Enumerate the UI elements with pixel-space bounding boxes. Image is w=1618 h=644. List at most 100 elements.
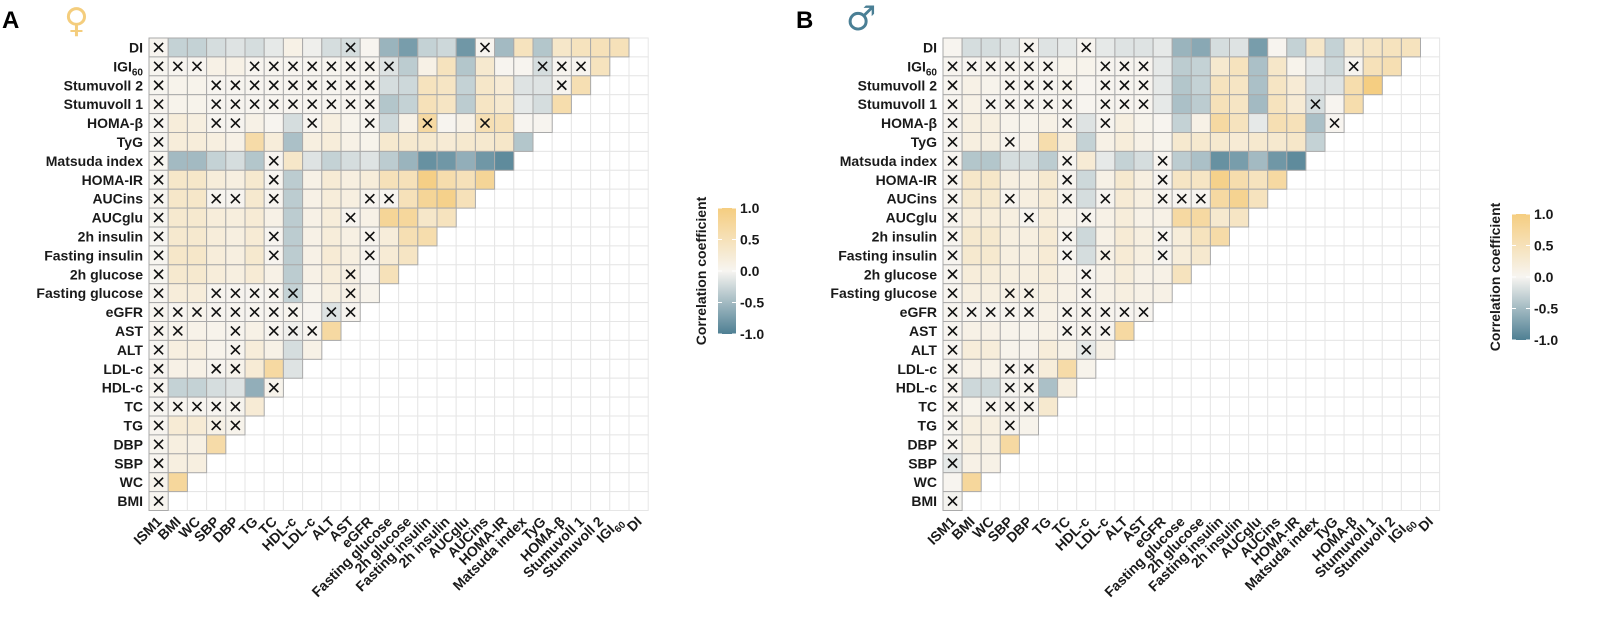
heatmap-cell-igi60-aucglu: [455, 56, 476, 77]
grid-cell: [1076, 453, 1097, 474]
heatmap-cell-tyg-hdl-c: [1076, 132, 1097, 152]
heatmap-cell-ast-dbp: [1018, 321, 1040, 341]
heatmap-cell-igi60-2h-glucose: [398, 56, 419, 77]
heatmap-cell-ast-wc: [980, 321, 1001, 341]
nonsignificant-cross-icon: [985, 306, 996, 318]
grid-cell: [532, 339, 553, 360]
heatmap-cell-homa-ir-dbp: [225, 169, 246, 190]
heatmap-cell-di-sbp: [206, 37, 227, 58]
grid-cell: [590, 226, 611, 247]
grid-cell: [417, 453, 438, 474]
heatmap-cell-2h-insulin-alt: [1114, 226, 1135, 247]
grid-cell: [1381, 113, 1402, 133]
grid-cell: [494, 434, 515, 455]
grid-cell: [513, 207, 534, 228]
heatmap-cell-igi60-stumuvoll-2: [1381, 56, 1402, 77]
nonsignificant-cross-icon: [153, 269, 164, 280]
heatmap-cell-igi60-aucins: [1267, 56, 1288, 77]
nonsignificant-cross-icon: [1062, 80, 1073, 91]
grid-cell: [417, 434, 438, 455]
heatmap-cell-tyg-2h-insulin: [1229, 132, 1250, 152]
heatmap-cell-stumuvoll-1-homa: [1343, 94, 1364, 115]
heatmap-cell-homa-ir-alt: [321, 169, 342, 190]
grid-cell: [321, 339, 342, 360]
grid-cell: [1400, 339, 1422, 360]
grid-cell: [1152, 302, 1173, 323]
grid-cell: [1248, 264, 1269, 285]
grid-cell: [1267, 321, 1288, 341]
nonsignificant-cross-icon: [1138, 99, 1149, 110]
grid-cell: [1229, 339, 1250, 360]
grid-cell: [513, 491, 534, 512]
grid-cell: [513, 453, 534, 474]
grid-cell: [1171, 339, 1192, 360]
grid-cell: [1324, 358, 1345, 379]
grid-cell: [570, 94, 592, 115]
nonsignificant-cross-icon: [556, 61, 567, 72]
row-label-stumuvoll-2: Stumuvoll 2: [64, 77, 144, 93]
heatmap-cell-stumuvoll-2-matsuda-index: [513, 75, 534, 96]
heatmap-cell-alt-ldl-c: [1095, 339, 1116, 360]
heatmap-cell-stumuvoll-2-aucins: [1267, 75, 1288, 96]
nonsignificant-cross-icon: [1004, 306, 1015, 318]
grid-cell: [436, 302, 457, 323]
grid-cell: [1286, 472, 1307, 493]
heatmap-cell-fasting-insulin-2h-glucose: [398, 245, 419, 266]
grid-cell: [282, 415, 304, 436]
grid-cell: [1362, 472, 1383, 493]
heatmap-cell-homa-ir-hdl-c: [1076, 169, 1097, 190]
heatmap-cell-di-ldl-c: [1095, 37, 1116, 58]
heatmap-cell-stumuvoll-2-hdl-c: [1076, 75, 1097, 96]
grid-cell: [474, 283, 496, 304]
heatmap-cell-aucglu-bmi: [167, 207, 188, 228]
heatmap-cell-aucglu-alt: [321, 207, 342, 228]
nonsignificant-cross-icon: [326, 80, 337, 91]
grid-cell: [455, 453, 476, 474]
grid-cell: [1152, 434, 1173, 455]
grid-cell: [999, 491, 1020, 512]
grid-cell: [1362, 150, 1383, 171]
grid-cell: [1209, 415, 1231, 436]
nonsignificant-cross-icon: [947, 306, 958, 318]
heatmap-cell-homa-wc: [980, 113, 1001, 133]
grid-cell: [551, 396, 572, 417]
heatmap-cell-tyg-fasting-glucose: [1171, 132, 1192, 152]
grid-cell: [570, 491, 592, 512]
heatmap-cell-2h-glucose-alt: [1114, 264, 1135, 285]
grid-cell: [551, 169, 572, 190]
heatmap-cell-stumuvoll-1-aucglu: [455, 94, 476, 115]
grid-cell: [1362, 396, 1383, 417]
grid-cell: [359, 302, 380, 323]
grid-cell: [417, 339, 438, 360]
grid-cell: [628, 339, 649, 360]
nonsignificant-cross-icon: [947, 325, 958, 337]
grid-cell: [590, 94, 611, 115]
grid-cell: [1362, 283, 1383, 304]
grid-cell: [378, 377, 400, 398]
nonsignificant-cross-icon: [1100, 250, 1111, 261]
grid-cell: [263, 453, 284, 474]
heatmap-cell-igi60-matsuda-index: [1305, 56, 1326, 77]
nonsignificant-cross-icon: [249, 288, 260, 299]
grid-cell: [282, 472, 304, 493]
heatmap-cell-2h-glucose-tc: [1057, 264, 1078, 285]
grid-cell: [590, 264, 611, 285]
heatmap-cell-homa-ir-aucins: [1267, 169, 1288, 190]
heatmap-cell-fasting-glucose-bmi: [961, 283, 982, 304]
heatmap-cell-fasting-insulin-tg: [1038, 245, 1059, 266]
heatmap-cell-alt-tg: [244, 339, 265, 360]
grid-cell: [1152, 339, 1173, 360]
nonsignificant-cross-icon: [287, 325, 299, 337]
row-label-hdl-c: HDL-c: [102, 380, 143, 396]
heatmap-cell-alt-ldl-c: [302, 339, 323, 360]
heatmap-cell-tyg-sbp: [206, 132, 227, 152]
grid-cell: [609, 434, 630, 455]
heatmap-cell-ast-sbp: [999, 321, 1020, 341]
grid-cell: [551, 226, 572, 247]
heatmap-cell-matsuda-index-tg: [244, 150, 265, 171]
grid-cell: [1305, 396, 1326, 417]
grid-cell: [1420, 264, 1441, 285]
grid-cell: [244, 472, 265, 493]
grid-cell: [1229, 434, 1250, 455]
heatmap-cell-fasting-glucose-tg: [1038, 283, 1059, 304]
